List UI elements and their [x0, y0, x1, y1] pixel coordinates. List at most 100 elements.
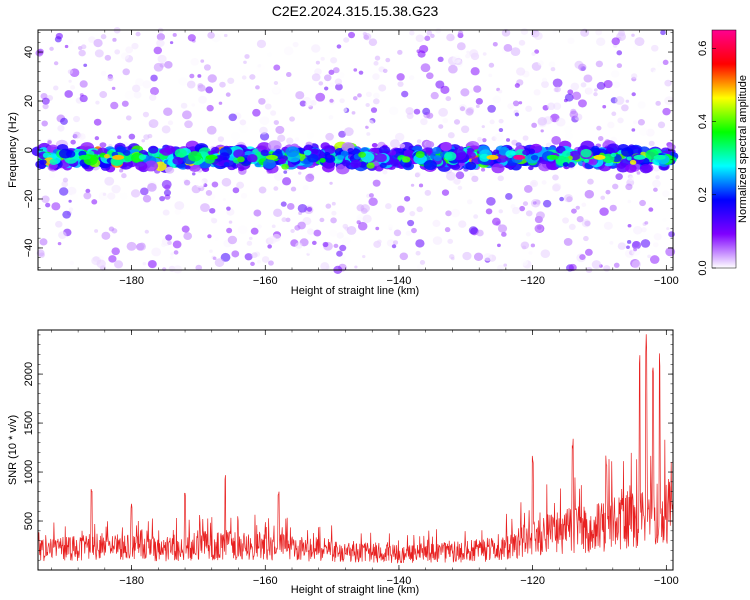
heatmap-cell [415, 34, 425, 43]
heatmap-cell [522, 149, 530, 155]
heatmap-cell [662, 190, 670, 198]
colorbar-gradient [711, 29, 737, 269]
heatmap-cell [426, 30, 433, 36]
heatmap-cell [210, 146, 220, 154]
heatmap-cell [415, 250, 421, 256]
heatmap-cell [324, 86, 329, 91]
heatmap-cell [290, 186, 297, 192]
heatmap-cell [51, 202, 61, 211]
heatmap-cell [85, 188, 91, 194]
heatmap-cell [259, 132, 270, 141]
heatmap-cell [280, 201, 287, 207]
heatmap-cell [448, 254, 455, 260]
heatmap-cell [631, 128, 636, 132]
heatmap-cell [281, 163, 289, 170]
heatmap-cell [153, 62, 164, 72]
heatmap-cell [506, 138, 511, 142]
heatmap-cell [100, 70, 107, 76]
heatmap-cell [133, 91, 142, 99]
heatmap-cell [641, 227, 647, 233]
heatmap-cell [373, 98, 380, 105]
heatmap-cell [39, 238, 48, 246]
heatmap-cell [485, 208, 493, 215]
heatmap-cell [114, 260, 124, 269]
heatmap-cell [45, 202, 51, 208]
heatmap-cell [111, 86, 116, 91]
heatmap-cell [415, 239, 425, 248]
heatmap-cell [336, 44, 342, 49]
heatmap-cell [353, 68, 358, 72]
heatmap-cell [329, 229, 338, 237]
heatmap-cell [164, 184, 171, 191]
heatmap-cell [657, 61, 665, 68]
heatmap-cell [562, 162, 569, 167]
heatmap-cell [487, 32, 492, 38]
heatmap-cell [195, 264, 203, 271]
heatmap-cell [583, 74, 593, 83]
heatmap-cell [173, 250, 179, 255]
heatmap-cell [492, 149, 500, 155]
heatmap-cell [494, 132, 504, 142]
heatmap-cell [424, 189, 432, 196]
heatmap-cell [423, 159, 437, 171]
heatmap-cell [339, 244, 347, 252]
heatmap-cell [246, 154, 258, 163]
heatmap-cell [172, 33, 177, 37]
heatmap-cell [505, 150, 516, 158]
heatmap-cell [223, 162, 230, 167]
heatmap-cell [83, 63, 88, 68]
heatmap-cell [62, 177, 69, 183]
heatmap-cell [64, 44, 69, 49]
heatmap-cell [563, 237, 573, 246]
heatmap-cell [548, 61, 556, 68]
heatmap-cell [328, 69, 335, 75]
heatmap-cell [660, 30, 666, 36]
heatmap-cell [399, 252, 409, 261]
heatmap-cell [112, 37, 117, 42]
heatmap-cell [137, 242, 146, 251]
heatmap-cell [631, 260, 641, 269]
heatmap-cell [298, 171, 302, 175]
heatmap-cell [390, 158, 401, 167]
heatmap-cell [70, 85, 76, 90]
heatmap-cell [570, 82, 580, 91]
colorbar-tick-label-1: 0.2 [697, 187, 709, 202]
heatmap-cell [510, 47, 521, 57]
heatmap-cell [356, 204, 365, 212]
heatmap-cell [281, 217, 287, 223]
heatmap-cell [599, 207, 609, 216]
heatmap-cell [148, 119, 159, 128]
heatmap-cell [584, 248, 593, 256]
heatmap-cell [220, 252, 231, 262]
heatmap-cell [263, 159, 276, 169]
heatmap-cell [107, 75, 114, 82]
heatmap-cell [468, 226, 478, 235]
heatmap-cell [580, 82, 587, 88]
heatmap-cell [550, 66, 556, 72]
heatmap-cell [356, 220, 361, 225]
heatmap-cell [512, 100, 520, 107]
heatmap-cell [639, 163, 652, 174]
heatmap-cell [477, 136, 482, 142]
heatmap-cell [325, 265, 330, 270]
heatmap-cell [505, 193, 513, 200]
heatmap-cell [395, 132, 405, 142]
y-tick-label-2: 1500 [23, 411, 35, 435]
heatmap-cell [397, 81, 404, 87]
heatmap-cell [430, 91, 439, 100]
heatmap-cell [200, 59, 205, 63]
heatmap-cell [571, 203, 576, 208]
heatmap-cell [272, 86, 280, 94]
heatmap-cell [250, 261, 255, 267]
heatmap-cell [409, 75, 415, 81]
heatmap-cell [593, 92, 598, 97]
heatmap-cell [373, 61, 379, 66]
heatmap-cell [603, 221, 613, 230]
heatmap-cell [382, 169, 388, 175]
heatmap-cell [612, 183, 619, 190]
heatmap-cell [258, 97, 266, 105]
heatmap-cell [631, 73, 638, 79]
heatmap-cell [49, 158, 58, 165]
heatmap-cell [580, 28, 590, 37]
heatmap-cell [207, 234, 212, 239]
